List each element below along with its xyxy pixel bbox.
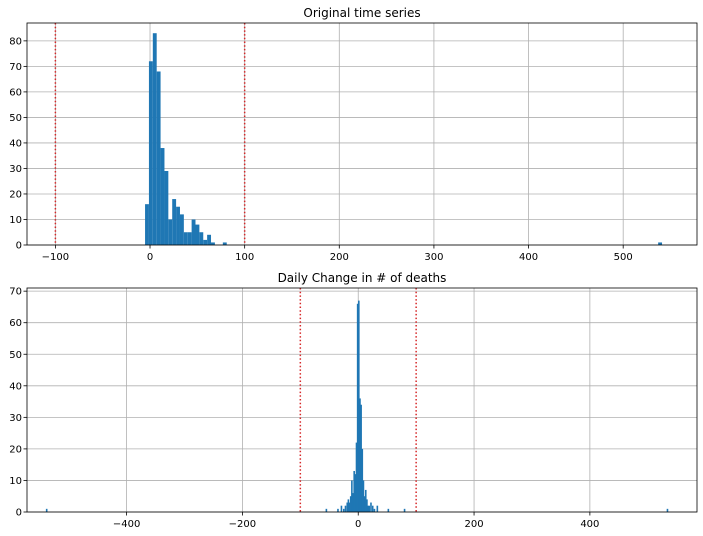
histogram-bar <box>352 493 354 512</box>
histogram-bar <box>183 232 188 245</box>
y-ticks: 0 10 20 30 40 50 60 70 <box>9 287 27 519</box>
histogram-bar <box>176 206 180 245</box>
histogram-bar <box>363 496 366 512</box>
histogram-bar <box>337 508 339 512</box>
histogram-bar <box>359 398 361 512</box>
histogram-bar <box>658 242 663 245</box>
x-tick-label: −100 <box>42 252 69 263</box>
y-tick-label: 20 <box>9 444 22 455</box>
histogram-bar <box>358 300 360 512</box>
histogram-bar <box>195 224 200 245</box>
histogram-bar <box>355 442 358 512</box>
histogram-bar <box>366 499 368 512</box>
histogram-bar <box>351 480 353 512</box>
y-tick-label: 70 <box>9 62 22 73</box>
chart-title: Daily Change in # of deaths <box>278 271 447 285</box>
histogram-bar <box>211 242 215 245</box>
x-ticks: −100 0 100 200 300 400 500 <box>42 245 633 263</box>
histogram-bar <box>340 505 343 512</box>
grid-lines <box>27 23 697 246</box>
threshold-lines <box>54 23 246 245</box>
histogram-bar <box>347 499 350 512</box>
y-tick-label: 60 <box>9 87 22 98</box>
histogram-bar <box>362 480 365 512</box>
histogram-bar <box>373 508 376 512</box>
x-tick-label: −200 <box>229 519 256 530</box>
histogram-bar <box>403 508 406 512</box>
histogram-bar <box>168 219 173 245</box>
histogram-bar <box>346 502 349 512</box>
y-tick-label: 60 <box>9 318 22 329</box>
x-tick-label: 400 <box>580 519 599 530</box>
y-tick-label: 50 <box>9 113 22 124</box>
x-tick-label: 400 <box>519 252 538 263</box>
histogram-bar <box>344 505 347 512</box>
y-tick-label: 70 <box>9 287 22 298</box>
histogram-bar <box>354 474 357 512</box>
histogram-bar <box>348 502 351 512</box>
y-tick-label: 80 <box>9 36 22 47</box>
histogram-bar <box>187 232 192 245</box>
histogram-bar <box>364 489 367 512</box>
histogram-bar <box>145 204 149 245</box>
histogram-bar <box>368 505 371 512</box>
histogram-bar <box>199 232 204 245</box>
y-tick-label: 20 <box>9 189 22 200</box>
y-tick-label: 40 <box>9 381 22 392</box>
x-ticks: −400 −200 0 200 400 <box>113 512 599 530</box>
x-tick-label: 0 <box>147 252 153 263</box>
y-tick-label: 30 <box>9 413 22 424</box>
histogram-bar <box>191 219 196 245</box>
y-tick-label: 40 <box>9 138 22 149</box>
x-tick-label: 100 <box>235 252 254 263</box>
histogram-bar <box>152 33 157 246</box>
histogram-bar <box>148 61 153 245</box>
histogram-bar <box>361 448 364 512</box>
y-tick-label: 10 <box>9 476 22 487</box>
x-tick-label: 200 <box>330 252 349 263</box>
histogram-bar <box>666 508 669 512</box>
histogram-bar <box>164 171 169 245</box>
x-tick-label: 200 <box>465 519 484 530</box>
y-ticks: 0 10 20 30 40 50 60 70 80 <box>9 36 27 252</box>
histogram-panel-daily-change: −400 −200 0 200 400 0 10 20 30 40 50 60 70 Daily Ch… <box>9 271 698 530</box>
histogram-bar <box>387 508 390 512</box>
y-tick-label: 30 <box>9 164 22 175</box>
histogram-bar <box>353 470 355 512</box>
y-tick-label: 50 <box>9 350 22 361</box>
histogram-bar <box>45 508 48 512</box>
threshold-lines <box>299 288 417 512</box>
histogram-bar <box>203 239 208 245</box>
axes-frame <box>26 287 698 513</box>
histogram-bar <box>156 71 161 245</box>
x-tick-label: −400 <box>113 519 140 530</box>
chart-title: Original time series <box>303 6 420 20</box>
x-tick-label: 0 <box>355 519 361 530</box>
histogram-bars <box>145 33 663 246</box>
histogram-bar <box>179 214 184 245</box>
histogram-bar <box>342 508 345 512</box>
x-tick-label: 500 <box>614 252 633 263</box>
histogram-bar <box>160 148 165 245</box>
histogram-bar <box>370 502 372 512</box>
histogram-bar <box>349 496 352 512</box>
histogram-bar <box>376 505 379 512</box>
histogram-bar <box>222 242 227 245</box>
histogram-bars <box>45 300 669 512</box>
histogram-bar <box>356 303 359 512</box>
y-tick-label: 0 <box>16 241 22 252</box>
histogram-bar <box>360 404 362 512</box>
y-tick-label: 0 <box>16 508 22 519</box>
y-tick-label: 10 <box>9 215 22 226</box>
histogram-bar <box>207 234 212 245</box>
histogram-bar <box>325 508 328 512</box>
axes-frame <box>26 22 698 246</box>
histogram-bar <box>367 505 369 512</box>
histogram-bar <box>371 505 374 512</box>
histogram-panel-original: −100 0 100 200 300 400 500 0 10 20 30 40 50 60 70 80 O… <box>9 6 698 263</box>
histogram-bar <box>172 199 177 245</box>
x-tick-label: 300 <box>424 252 443 263</box>
